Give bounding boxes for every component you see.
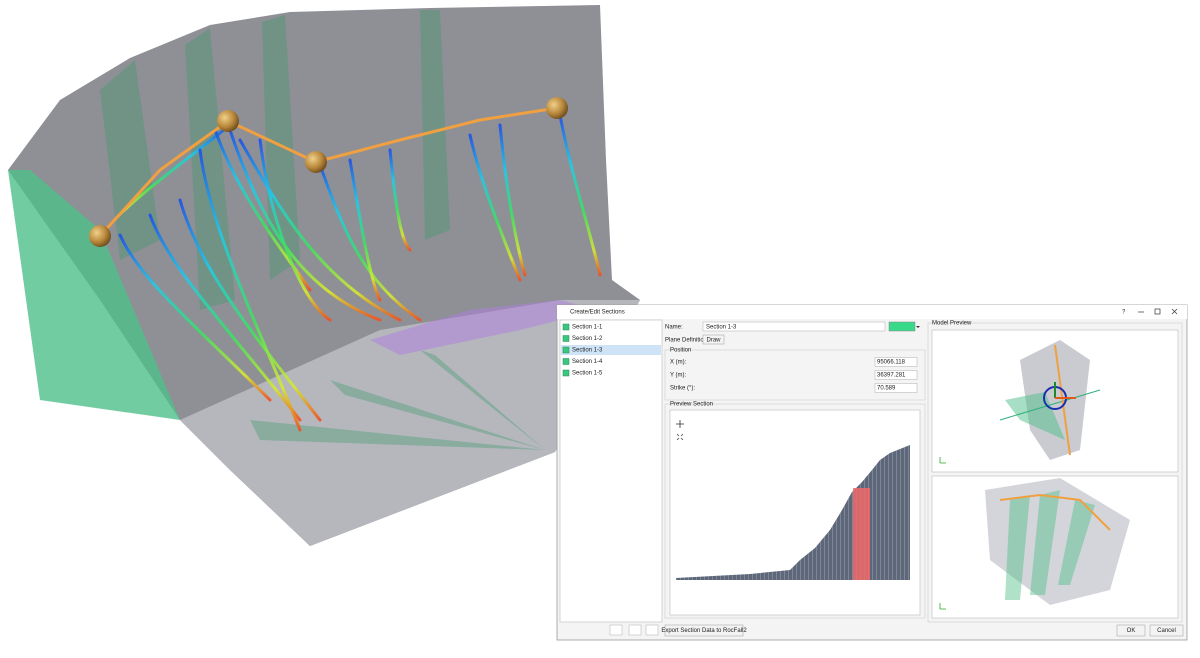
field-value[interactable]: 36397.281 bbox=[877, 373, 906, 379]
field-value[interactable]: 70.589 bbox=[877, 386, 896, 392]
color-picker[interactable] bbox=[888, 321, 916, 332]
purple-zone bbox=[370, 300, 600, 355]
section-item[interactable]: Section 1-1 bbox=[562, 323, 603, 331]
export-button[interactable]: Export Section Data to RocFall2 bbox=[661, 624, 747, 637]
add-section-button[interactable] bbox=[609, 624, 623, 636]
color-dropdown[interactable] bbox=[916, 326, 920, 328]
preview-section-group bbox=[664, 403, 926, 619]
cancel-button[interactable]: Cancel bbox=[1149, 624, 1184, 637]
help-button[interactable]: ? bbox=[1122, 310, 1126, 316]
model-preview-title: Model Preview bbox=[932, 321, 972, 327]
name-label: Name: bbox=[665, 325, 683, 331]
name-input[interactable] bbox=[702, 321, 886, 332]
field-label: Strike (°): bbox=[670, 386, 695, 392]
model-scene bbox=[8, 5, 640, 546]
position-group bbox=[664, 349, 926, 401]
section-profile bbox=[676, 445, 910, 580]
field-input[interactable] bbox=[874, 357, 918, 367]
source-point bbox=[305, 151, 327, 173]
export-button-label[interactable]: Export Section Data to RocFall2 bbox=[661, 628, 747, 634]
preview-section-title: Preview Section bbox=[670, 402, 713, 408]
position-title: Position bbox=[670, 348, 691, 354]
section-list bbox=[559, 319, 663, 623]
maximize-button[interactable] bbox=[1154, 308, 1161, 315]
draw-button-label[interactable]: Draw bbox=[706, 338, 721, 344]
cancel-button-label[interactable]: Cancel bbox=[1157, 628, 1176, 634]
section-icon bbox=[562, 346, 570, 354]
draw-button[interactable]: Draw bbox=[702, 334, 725, 345]
section-name[interactable]: Section 1-2 bbox=[572, 336, 603, 342]
source-point bbox=[546, 97, 568, 119]
dialog-title: Create/Edit Sections bbox=[570, 310, 625, 316]
section-items: Section 1-1 Section 1-2 Section 1-3 Section… bbox=[561, 323, 661, 377]
section-item[interactable]: Section 1-3 bbox=[561, 345, 661, 355]
section-item[interactable]: Section 1-2 bbox=[562, 335, 603, 343]
field-input[interactable] bbox=[874, 370, 918, 380]
copy-section-button[interactable] bbox=[628, 624, 642, 636]
fit-icon[interactable] bbox=[676, 433, 684, 441]
model-thumbnail-top bbox=[999, 340, 1101, 460]
ok-button[interactable]: OK bbox=[1116, 624, 1146, 637]
delete-section-button[interactable] bbox=[645, 624, 659, 636]
slope-surface-lower bbox=[180, 300, 640, 546]
field-label: X (m): bbox=[670, 360, 687, 366]
highlighted-band bbox=[853, 488, 870, 580]
section-icon bbox=[562, 323, 570, 331]
close-button[interactable] bbox=[1171, 308, 1178, 315]
field-input[interactable] bbox=[874, 383, 918, 393]
left-face bbox=[8, 170, 180, 420]
section-name[interactable]: Section 1-3 bbox=[572, 348, 603, 354]
ok-button-label[interactable]: OK bbox=[1127, 628, 1136, 634]
pan-icon[interactable] bbox=[676, 420, 684, 428]
section-item[interactable]: Section 1-4 bbox=[562, 358, 603, 366]
position-fields: X (m): 95066.118 Y (m): 36397.281 Strike (°)… bbox=[670, 357, 918, 393]
model-thumbnail-bottom bbox=[985, 478, 1130, 605]
section-icon bbox=[562, 335, 570, 342]
source-point bbox=[89, 225, 111, 247]
section-name[interactable]: Section 1-1 bbox=[572, 325, 603, 331]
model-preview-group bbox=[927, 322, 1183, 623]
dialog: Create/Edit Sections ? Section 1-1Sectio… bbox=[556, 304, 1188, 641]
axis-icon bbox=[939, 603, 946, 610]
section-name[interactable]: Section 1-4 bbox=[572, 359, 603, 365]
section-icon bbox=[562, 358, 570, 365]
section-item[interactable]: Section 1-5 bbox=[562, 369, 603, 377]
field-label: Y (m): bbox=[670, 373, 687, 379]
axis-icon bbox=[939, 457, 946, 464]
source-point bbox=[217, 110, 239, 132]
field-value[interactable]: 95066.118 bbox=[877, 360, 906, 366]
plane-definition-label: Plane Definition: bbox=[665, 338, 709, 344]
section-name[interactable]: Section 1-5 bbox=[572, 371, 603, 377]
name-value[interactable]: Section 1-3 bbox=[706, 325, 737, 331]
section-icon bbox=[562, 369, 570, 377]
selection-highlight bbox=[561, 345, 661, 355]
